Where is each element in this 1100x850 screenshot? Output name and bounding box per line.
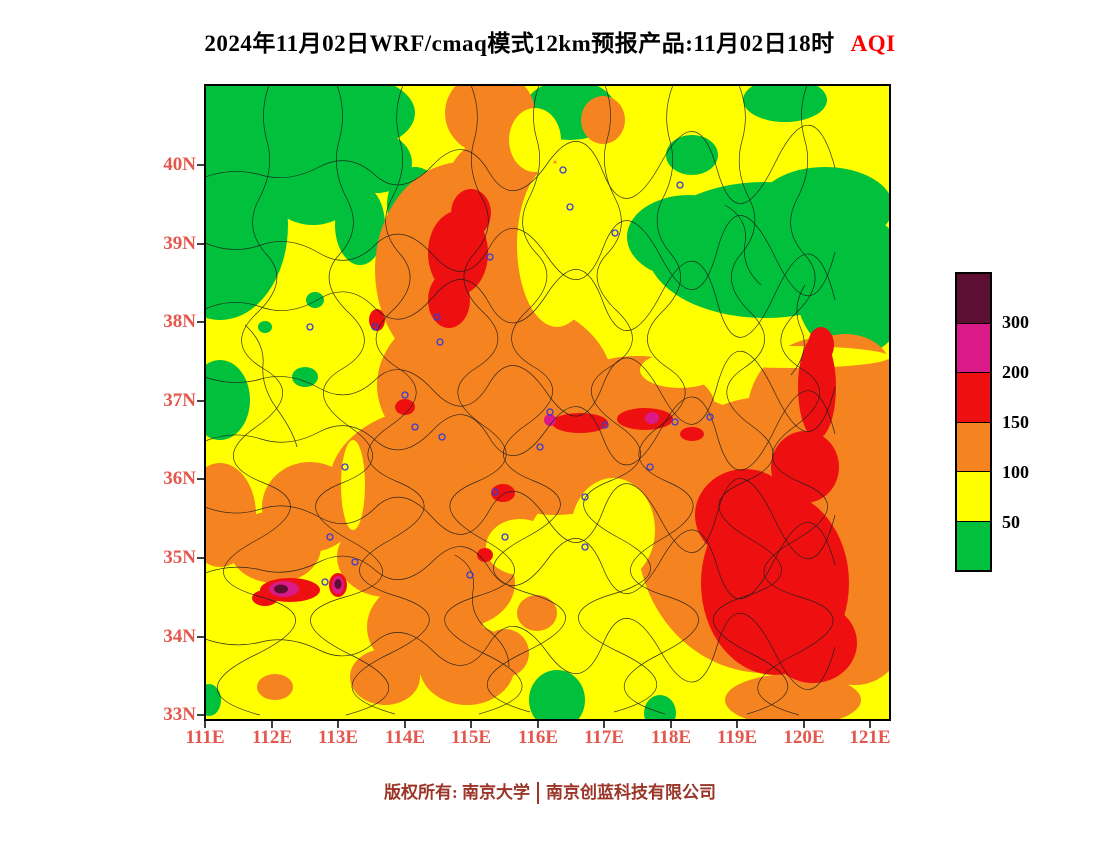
lon-label-121e: 121E bbox=[849, 727, 891, 748]
footer-owner: 版权所有: 南京大学 bbox=[384, 783, 530, 802]
colorbar bbox=[955, 272, 992, 572]
aqi-maroon-spots bbox=[274, 579, 342, 594]
lon-label-118e: 118E bbox=[650, 727, 692, 748]
aqi-contour-map bbox=[197, 84, 891, 728]
title-main: 2024年11月02日WRF/cmaq模式12km预报产品:11月02日18时 bbox=[204, 31, 835, 56]
lat-label-36n: 36N bbox=[163, 468, 196, 489]
lon-label-116e: 116E bbox=[517, 727, 559, 748]
aqi-red-regions bbox=[252, 189, 857, 683]
colorbar-seg-above-300 bbox=[957, 274, 990, 323]
lat-label-35n: 35N bbox=[163, 547, 196, 568]
lat-label-38n: 38N bbox=[163, 311, 196, 332]
lon-label-114e: 114E bbox=[384, 727, 426, 748]
lat-label-39n: 39N bbox=[163, 233, 196, 254]
axis-ticks bbox=[197, 164, 871, 728]
colorbar-label-300: 300 bbox=[1002, 312, 1029, 332]
footer-divider bbox=[536, 781, 539, 804]
admin-boundaries bbox=[205, 85, 836, 716]
lat-label-37n: 37N bbox=[163, 390, 196, 411]
lon-label-120e: 120E bbox=[783, 727, 825, 748]
colorbar-seg-150-200 bbox=[957, 372, 990, 422]
colorbar-label-100: 100 bbox=[1002, 462, 1029, 482]
lon-label-117e: 117E bbox=[583, 727, 625, 748]
map-area bbox=[197, 84, 891, 728]
lat-label-40n: 40N bbox=[163, 154, 196, 175]
city-markers bbox=[306, 166, 714, 586]
lon-label-119e: 119E bbox=[716, 727, 758, 748]
lon-label-113e: 113E bbox=[317, 727, 359, 748]
colorbar-seg-100-150 bbox=[957, 421, 990, 471]
colorbar-seg-200-300 bbox=[957, 322, 990, 372]
colorbar-label-150: 150 bbox=[1002, 412, 1029, 432]
colorbar-seg-50-100 bbox=[957, 471, 990, 521]
lon-label-115e: 115E bbox=[450, 727, 492, 748]
lon-label-111e: 111E bbox=[185, 727, 225, 748]
lat-label-34n: 34N bbox=[163, 626, 196, 647]
colorbar-seg-below-50 bbox=[957, 520, 990, 570]
title-pollutant: AQI bbox=[850, 31, 896, 56]
aqi-yellow-gaps bbox=[341, 108, 890, 582]
figure-title: 2024年11月02日WRF/cmaq模式12km预报产品:11月02日18时 A… bbox=[0, 24, 1100, 58]
lon-label-112e: 112E bbox=[251, 727, 293, 748]
contour-layers bbox=[205, 85, 890, 720]
colorbar-label-200: 200 bbox=[1002, 362, 1029, 382]
footer-copyright: 版权所有: 南京大学 南京创蓝科技有限公司 bbox=[0, 778, 1100, 807]
lat-label-33n: 33N bbox=[163, 704, 196, 725]
map-frame bbox=[204, 84, 891, 721]
footer-company: 南京创蓝科技有限公司 bbox=[545, 783, 716, 802]
colorbar-label-50: 50 bbox=[1002, 512, 1020, 532]
